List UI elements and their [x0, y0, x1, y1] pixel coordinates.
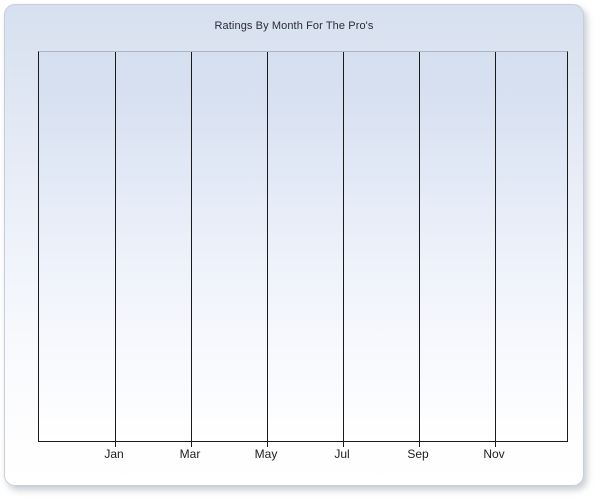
gridline: [191, 52, 192, 447]
x-axis-label: Nov: [483, 447, 505, 461]
gridline: [419, 52, 420, 447]
gridline: [115, 52, 116, 447]
gridline: [495, 52, 496, 447]
x-axis-label: Jul: [334, 447, 350, 461]
x-axis-label: Mar: [179, 447, 201, 461]
plot-area[interactable]: [38, 51, 568, 447]
x-axis-tick-labels: Jan Mar May Jul Sep Nov: [38, 447, 568, 469]
x-axis-label: Jan: [104, 447, 124, 461]
x-axis-line: [38, 441, 568, 442]
gridline: [267, 52, 268, 447]
gridline: [343, 52, 344, 447]
x-axis-label: May: [254, 447, 278, 461]
x-axis-label: Sep: [407, 447, 429, 461]
chart-title: Ratings By Month For The Pro's: [214, 20, 374, 32]
chart-panel[interactable]: Ratings By Month For The Pro's Jan Mar May…: [4, 4, 584, 486]
